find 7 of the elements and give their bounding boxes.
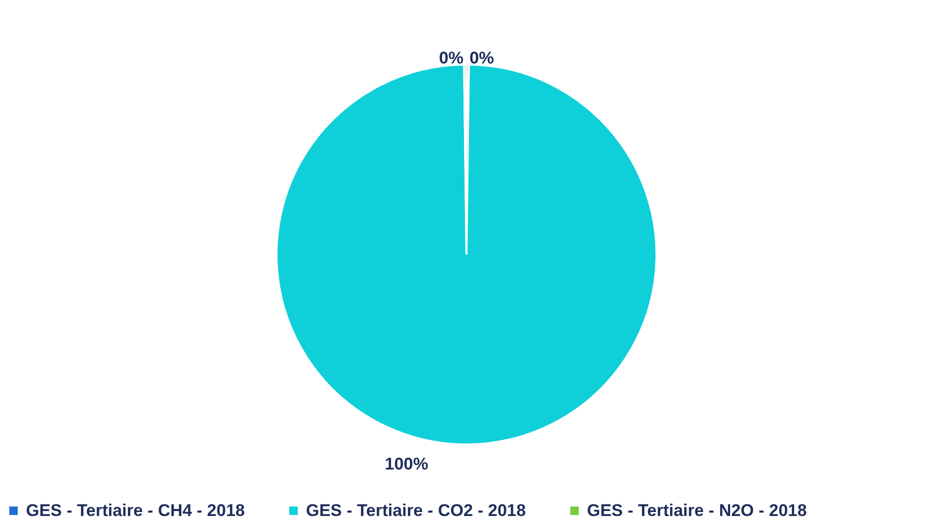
pie-slice [276, 64, 658, 446]
data-label: 0% [438, 48, 464, 68]
legend-label: GES - Tertiaire - N2O - 2018 [587, 500, 807, 520]
legend-label: GES - Tertiaire - CO2 - 2018 [306, 500, 526, 520]
data-label: 100% [384, 454, 428, 474]
data-label: 0% [469, 48, 494, 68]
legend-label: GES - Tertiaire - CH4 - 2018 [26, 500, 245, 520]
